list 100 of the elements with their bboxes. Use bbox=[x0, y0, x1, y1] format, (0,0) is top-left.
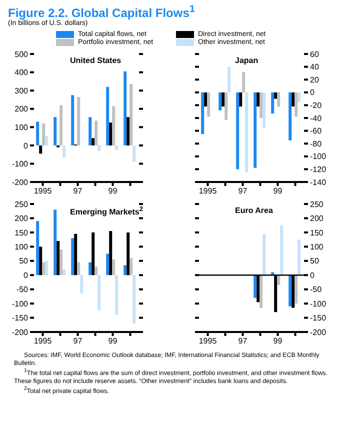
bar bbox=[92, 232, 95, 276]
bar bbox=[201, 92, 204, 134]
bar bbox=[228, 66, 231, 92]
y-tick-label: -200 bbox=[12, 328, 29, 337]
bar bbox=[80, 275, 84, 294]
bar bbox=[94, 120, 98, 146]
y-tick-label: -100 bbox=[12, 160, 29, 169]
x-tick-label: 1995 bbox=[198, 186, 218, 196]
bar bbox=[36, 221, 40, 276]
y-tick-label: -140 bbox=[310, 178, 327, 187]
bar bbox=[106, 86, 110, 146]
bar bbox=[204, 92, 208, 106]
y-tick-label: 100 bbox=[14, 242, 29, 252]
bar bbox=[132, 275, 136, 324]
bar bbox=[292, 92, 295, 106]
bar bbox=[39, 145, 42, 154]
bar bbox=[56, 240, 60, 276]
y-tick-label: -150 bbox=[310, 314, 327, 323]
bar bbox=[54, 210, 57, 276]
y-tick-label: -50 bbox=[310, 285, 322, 294]
bar bbox=[77, 96, 80, 146]
y-tick-label: -40 bbox=[310, 114, 322, 123]
y-tick-label: 200 bbox=[310, 214, 324, 224]
x-tick-label: 1995 bbox=[34, 336, 52, 346]
bar bbox=[254, 275, 257, 298]
y-tick-label: 0 bbox=[310, 270, 315, 280]
bar bbox=[277, 92, 280, 106]
bar bbox=[74, 234, 78, 276]
bar bbox=[224, 92, 228, 120]
bar bbox=[42, 123, 46, 146]
bar bbox=[39, 246, 42, 276]
x-tick-label: 99 bbox=[108, 186, 118, 196]
bar bbox=[109, 231, 112, 276]
bar bbox=[222, 92, 225, 106]
bar bbox=[98, 275, 101, 311]
y-tick-label: -100 bbox=[310, 152, 327, 162]
bar bbox=[126, 232, 130, 276]
x-tick-label: 99 bbox=[108, 336, 118, 346]
y-tick-label: 0 bbox=[310, 88, 315, 98]
text: Figure 2.2. Global Capital Flows$^{1}$ bbox=[8, 4, 196, 20]
x-tick-label: 97 bbox=[238, 336, 248, 346]
y-tick-label: -50 bbox=[16, 285, 29, 294]
bar bbox=[298, 240, 301, 276]
bar bbox=[274, 92, 278, 99]
bar bbox=[42, 262, 46, 276]
bar bbox=[294, 92, 298, 117]
bar bbox=[124, 265, 127, 276]
x-tick-label: 99 bbox=[273, 186, 283, 196]
y-tick-label: 200 bbox=[14, 104, 29, 114]
bar bbox=[98, 145, 101, 151]
bar bbox=[132, 145, 136, 162]
x-tick-label: 97 bbox=[73, 336, 83, 346]
y-tick-label: 60 bbox=[310, 50, 320, 59]
bar bbox=[94, 266, 98, 276]
bar bbox=[115, 145, 118, 150]
x-tick-label: 1995 bbox=[34, 186, 52, 196]
y-tick-label: -80 bbox=[310, 139, 322, 148]
bar bbox=[262, 234, 266, 276]
bar bbox=[245, 92, 248, 172]
bar bbox=[288, 275, 292, 306]
bar bbox=[62, 269, 66, 276]
bar bbox=[288, 92, 292, 140]
y-tick-label: 100 bbox=[14, 122, 29, 132]
bar bbox=[242, 72, 246, 92]
y-tick-label: -200 bbox=[310, 328, 327, 337]
bar bbox=[112, 106, 116, 146]
bar bbox=[236, 92, 240, 170]
chart-title: United States bbox=[70, 56, 122, 65]
bar bbox=[106, 254, 110, 276]
bar bbox=[254, 92, 257, 168]
x-tick-label: 97 bbox=[238, 186, 248, 196]
bar bbox=[218, 92, 222, 110]
y-tick-label: 20 bbox=[310, 75, 320, 84]
bar bbox=[71, 238, 74, 276]
bar bbox=[260, 275, 263, 308]
y-tick-label: 250 bbox=[14, 200, 29, 209]
chart-title: Euro Area bbox=[235, 206, 273, 215]
chart-title: Japan bbox=[235, 56, 258, 65]
y-tick-label: 150 bbox=[14, 228, 29, 238]
y-tick-label: 400 bbox=[14, 68, 29, 78]
bar bbox=[54, 117, 57, 146]
y-tick-label: 100 bbox=[310, 242, 324, 252]
bar bbox=[77, 262, 80, 276]
y-tick-label: -150 bbox=[12, 314, 29, 323]
y-tick-label: -100 bbox=[310, 299, 327, 308]
x-tick-label: 99 bbox=[273, 336, 283, 346]
bar bbox=[280, 225, 284, 276]
bar bbox=[130, 258, 133, 276]
bar bbox=[88, 117, 92, 146]
x-tick-label: 97 bbox=[73, 186, 83, 196]
bar bbox=[239, 92, 242, 106]
y-tick-label: 0 bbox=[24, 141, 29, 150]
bar bbox=[298, 92, 301, 102]
y-tick-label: 40 bbox=[310, 62, 320, 72]
bar bbox=[60, 105, 63, 146]
bar bbox=[36, 122, 40, 146]
bar bbox=[124, 71, 127, 146]
y-tick-label: 50 bbox=[19, 256, 29, 266]
y-tick-label: 0 bbox=[24, 270, 29, 280]
y-tick-label: -200 bbox=[12, 178, 29, 187]
